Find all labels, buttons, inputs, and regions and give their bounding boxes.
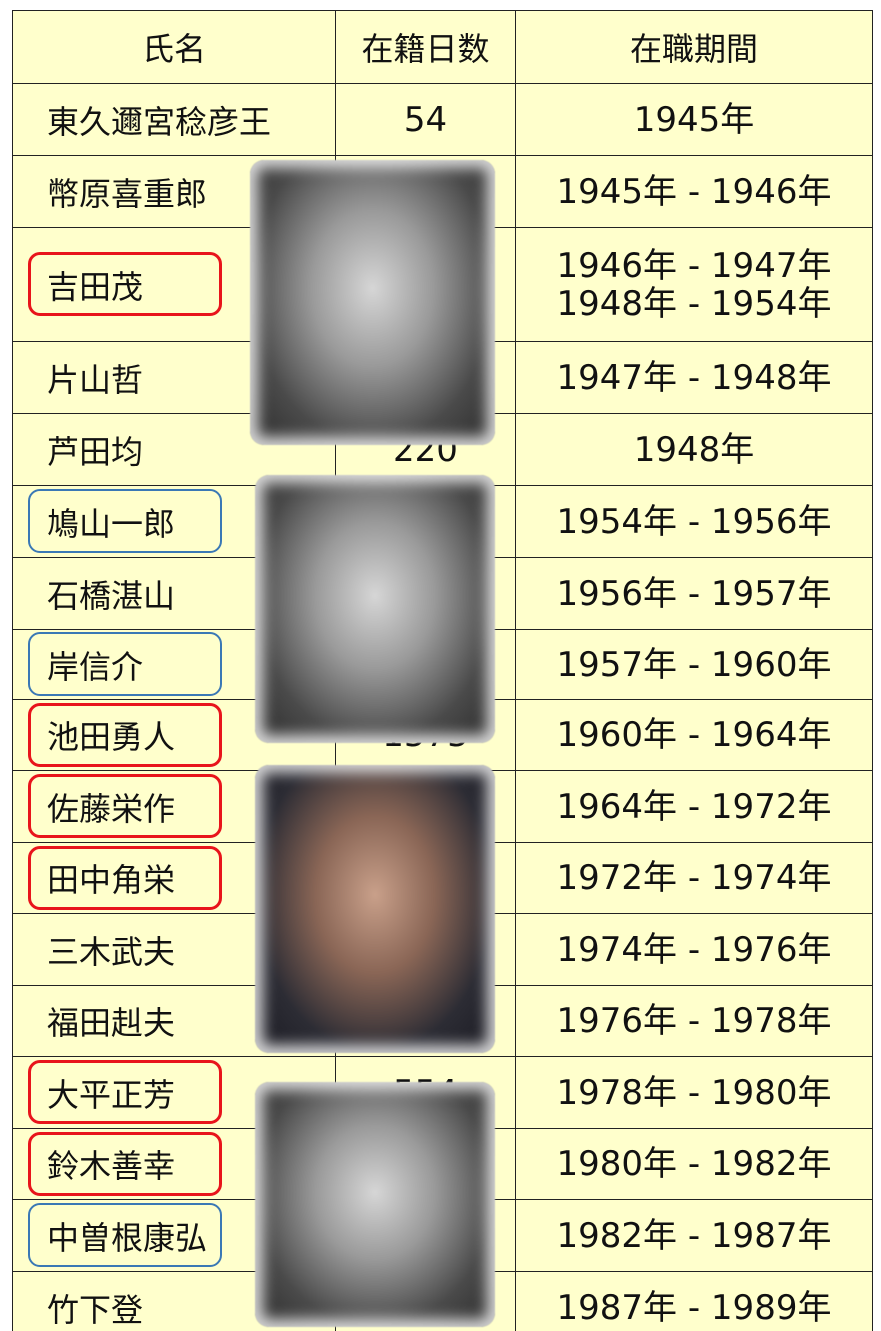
days-cell: 54 <box>335 83 516 156</box>
term-cell: 1960年 - 1964年 <box>515 699 873 771</box>
header-cell: 氏名 <box>12 10 336 84</box>
term-line: 1987年 - 1989年 <box>556 1287 832 1328</box>
term-cell: 1974年 - 1976年 <box>515 913 873 986</box>
term-line: 1982年 - 1987年 <box>556 1215 832 1256</box>
highlight-box <box>28 845 222 910</box>
term-cell: 1976年 - 1978年 <box>515 985 873 1057</box>
term-line: 1974年 - 1976年 <box>556 929 832 970</box>
portrait-photo <box>255 765 495 1053</box>
name-cell: 東久邇宮稔彦王 <box>12 83 336 156</box>
term-line: 1972年 - 1974年 <box>556 858 832 898</box>
highlight-box <box>28 252 222 316</box>
portrait-photo <box>250 160 495 445</box>
term-line: 1956年 - 1957年 <box>556 573 832 614</box>
term-line: 1945年 <box>633 99 755 140</box>
term-line: 1957年 - 1960年 <box>556 644 832 685</box>
term-line: 1954年 - 1956年 <box>556 501 832 542</box>
term-cell: 1945年 - 1946年 <box>515 155 873 228</box>
term-cell: 1987年 - 1989年 <box>515 1271 873 1331</box>
highlight-box <box>28 1060 222 1124</box>
term-line: 1947年 - 1948年 <box>556 357 832 398</box>
highlight-box <box>28 702 222 767</box>
term-cell: 1956年 - 1957年 <box>515 557 873 630</box>
header-cell: 在籍日数 <box>335 10 516 84</box>
term-line: 1964年 - 1972年 <box>556 786 832 827</box>
term-line: 1980年 - 1982年 <box>556 1144 832 1184</box>
term-cell: 1964年 - 1972年 <box>515 770 873 843</box>
term-line: 1945年 - 1946年 <box>556 171 832 212</box>
header-cell: 在職期間 <box>515 10 873 84</box>
term-cell: 1954年 - 1956年 <box>515 485 873 558</box>
term-line: 1976年 - 1978年 <box>556 1001 832 1041</box>
highlight-box <box>28 1131 222 1196</box>
term-line: 1948年 - 1954年 <box>556 283 832 324</box>
highlight-box <box>28 774 222 838</box>
term-line: 1978年 - 1980年 <box>556 1072 832 1113</box>
term-cell: 1980年 - 1982年 <box>515 1128 873 1200</box>
term-line: 1960年 - 1964年 <box>556 715 832 755</box>
highlight-box <box>28 489 222 553</box>
term-cell: 1946年 - 1947年 1948年 - 1954年 <box>515 227 873 342</box>
portrait-photo <box>255 1082 495 1327</box>
term-cell: 1978年 - 1980年 <box>515 1056 873 1129</box>
term-cell: 1957年 - 1960年 <box>515 629 873 700</box>
term-cell: 1947年 - 1948年 <box>515 341 873 414</box>
term-cell: 1972年 - 1974年 <box>515 842 873 914</box>
term-line: 1948年 <box>633 429 755 470</box>
highlight-box <box>28 1203 222 1267</box>
term-line: 1946年 - 1947年 <box>556 245 832 286</box>
term-cell: 1982年 - 1987年 <box>515 1199 873 1272</box>
term-cell: 1945年 <box>515 83 873 156</box>
term-cell: 1948年 <box>515 413 873 486</box>
portrait-photo <box>255 475 495 743</box>
highlight-box <box>28 632 222 696</box>
